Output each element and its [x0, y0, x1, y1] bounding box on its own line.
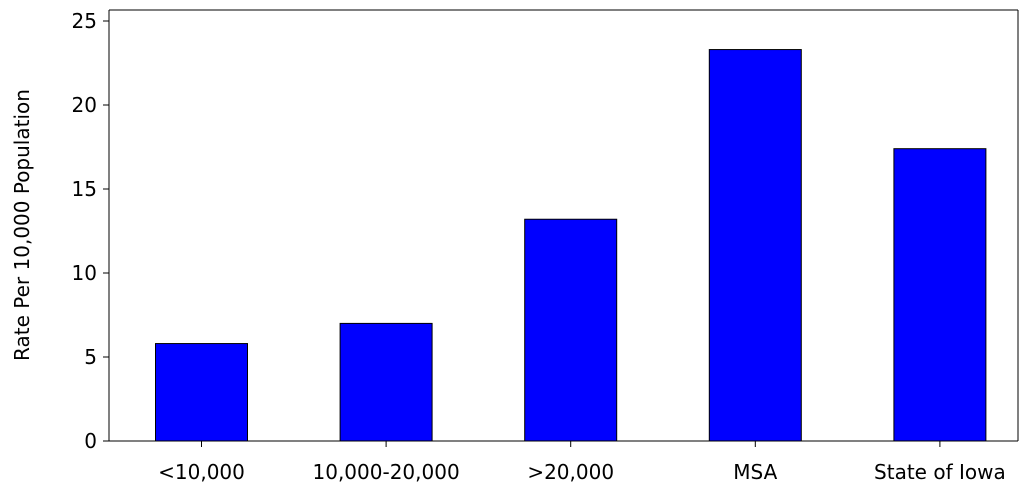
y-tick-label: 10 [72, 261, 97, 285]
x-tick-label: <10,000 [158, 460, 245, 484]
x-axis-ticks: <10,000 10,000-20,000 >20,000 MSA State of I… [158, 441, 1006, 484]
bar [524, 218, 618, 442]
bar [708, 49, 802, 442]
y-axis-ticks: 0 5 10 15 20 25 [72, 9, 109, 453]
y-tick-label: 15 [72, 177, 97, 201]
x-tick-label: State of Iowa [874, 460, 1006, 484]
bar [893, 148, 987, 442]
bar [339, 322, 433, 442]
y-axis-title: Rate Per 10,000 Population [10, 89, 34, 361]
x-tick-label: 10,000-20,000 [313, 460, 460, 484]
y-tick-label: 25 [72, 9, 97, 33]
y-tick-label: 5 [84, 345, 97, 369]
bar [155, 343, 248, 442]
x-tick-label: MSA [733, 460, 777, 484]
y-tick-label: 0 [84, 429, 97, 453]
bars-group [155, 49, 987, 442]
y-tick-label: 20 [72, 93, 97, 117]
x-tick-label: >20,000 [527, 460, 614, 484]
